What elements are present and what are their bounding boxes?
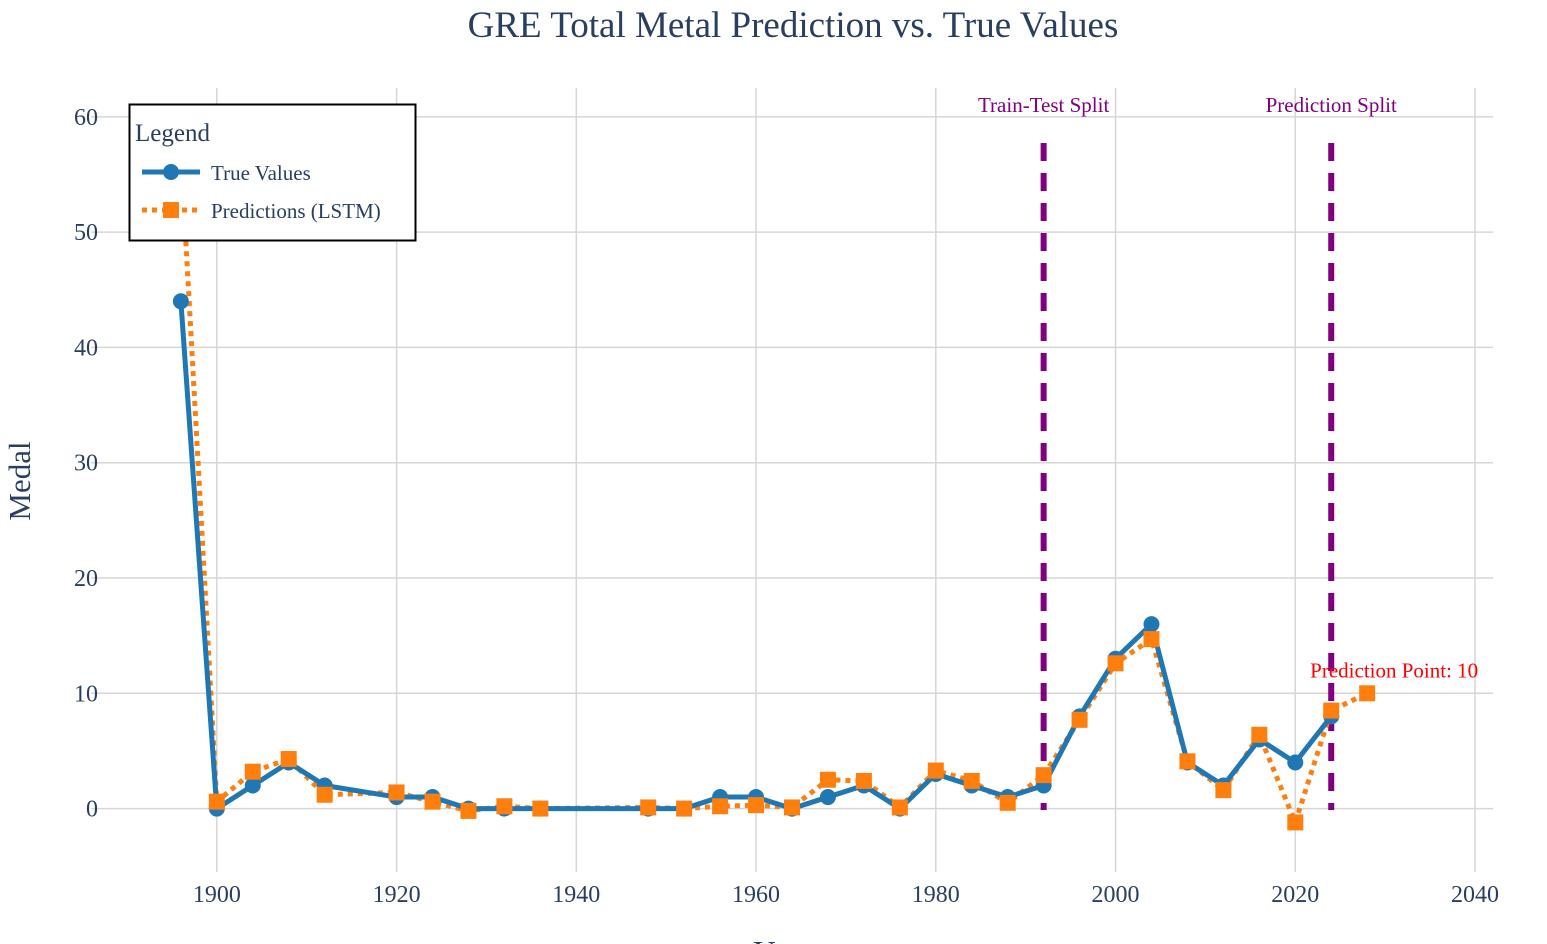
y-tick-label-10: 10	[74, 681, 98, 707]
legend: Legend True Values Predictions (LSTM)	[128, 103, 417, 242]
predictions-point-1936	[532, 800, 549, 817]
x-tick-label-1940: 1940	[552, 882, 600, 908]
true-values-point-2004	[1143, 616, 1160, 633]
predictions-point-2024	[1323, 702, 1340, 719]
predictions-point-1912	[316, 786, 333, 803]
predictions-point-1908	[280, 751, 297, 768]
y-tick-label-0: 0	[86, 797, 98, 823]
x-tick-label-2040: 2040	[1451, 882, 1499, 908]
predictions-point-1964	[784, 799, 800, 816]
legend-title: Legend	[135, 120, 210, 147]
predictions-point-2016	[1251, 726, 1268, 743]
x-tick-label-2020: 2020	[1271, 882, 1319, 908]
predictions-point-1928	[460, 802, 477, 819]
predictions-point-1976	[891, 799, 908, 816]
true-values-point-1968	[819, 789, 836, 806]
x-tick-label-1960: 1960	[732, 882, 780, 908]
tick-labels: 1900 1920 1940 1960 1980 2000 2020 2040 0 10 20 30 4…	[74, 105, 1499, 908]
true-values-point-1904	[244, 777, 261, 794]
split-label-0: Train-Test Split	[978, 93, 1110, 117]
x-tick-label-1900: 1900	[193, 882, 241, 908]
predictions-point-1992	[1035, 767, 1052, 784]
predictions-point-2020	[1287, 814, 1304, 831]
grid	[91, 88, 1493, 872]
x-tick-label-1980: 1980	[912, 882, 960, 908]
split-lines	[1040, 143, 1335, 810]
predictions-point-1900	[208, 793, 225, 810]
predictions-point-1988	[999, 794, 1016, 811]
series-true-values-line	[178, 301, 1334, 812]
chart-title: GRE Total Metal Prediction vs. True Valu…	[468, 5, 1119, 46]
predictions-point-1924	[424, 793, 441, 810]
predictions-point-1996	[1071, 711, 1088, 728]
x-axis-title: Year	[753, 934, 811, 944]
predictions-point-1904	[244, 763, 261, 780]
predictions-point-1948	[640, 799, 657, 816]
predictions-point-2012	[1215, 782, 1232, 799]
y-tick-label-40: 40	[74, 335, 98, 361]
predictions-point-1956	[712, 798, 729, 815]
x-tick-label-2000: 2000	[1092, 882, 1140, 908]
y-tick-label-30: 30	[74, 451, 98, 477]
y-tick-label-60: 60	[74, 105, 98, 131]
prediction-annotation-0: Prediction Point: 10	[1310, 658, 1478, 682]
legend-label-true-values: True Values	[211, 161, 311, 185]
series-layer	[172, 143, 1376, 831]
predictions-point-1968	[819, 771, 836, 788]
predictions-point-1960	[748, 797, 765, 814]
y-tick-label-50: 50	[74, 220, 98, 246]
legend-label-predictions: Predictions (LSTM)	[211, 199, 381, 223]
predictions-point-1932	[496, 798, 513, 815]
x-tick-label-1920: 1920	[373, 882, 421, 908]
split-label-1: Prediction Split	[1266, 93, 1397, 117]
predictions-point-2008	[1179, 753, 1196, 770]
y-tick-label-20: 20	[74, 566, 98, 592]
predictions-point-1952	[676, 800, 693, 817]
true-values-point-2020	[1287, 754, 1304, 771]
predictions-point-2028	[1359, 685, 1376, 702]
legend-marker-predictions	[163, 202, 179, 218]
predictions-point-2004	[1143, 631, 1160, 648]
predictions-point-1984	[963, 772, 980, 789]
y-axis-title: Medal	[2, 441, 37, 520]
true-values-point-1896	[172, 293, 189, 310]
annotations: Train-Test Split Prediction Split Predicti…	[978, 93, 1478, 682]
predictions-point-1980	[927, 762, 944, 779]
predictions-point-1972	[855, 772, 872, 789]
predictions-point-1920	[388, 784, 405, 801]
predictions-point-2000	[1107, 655, 1124, 672]
legend-marker-true-values	[163, 164, 179, 180]
